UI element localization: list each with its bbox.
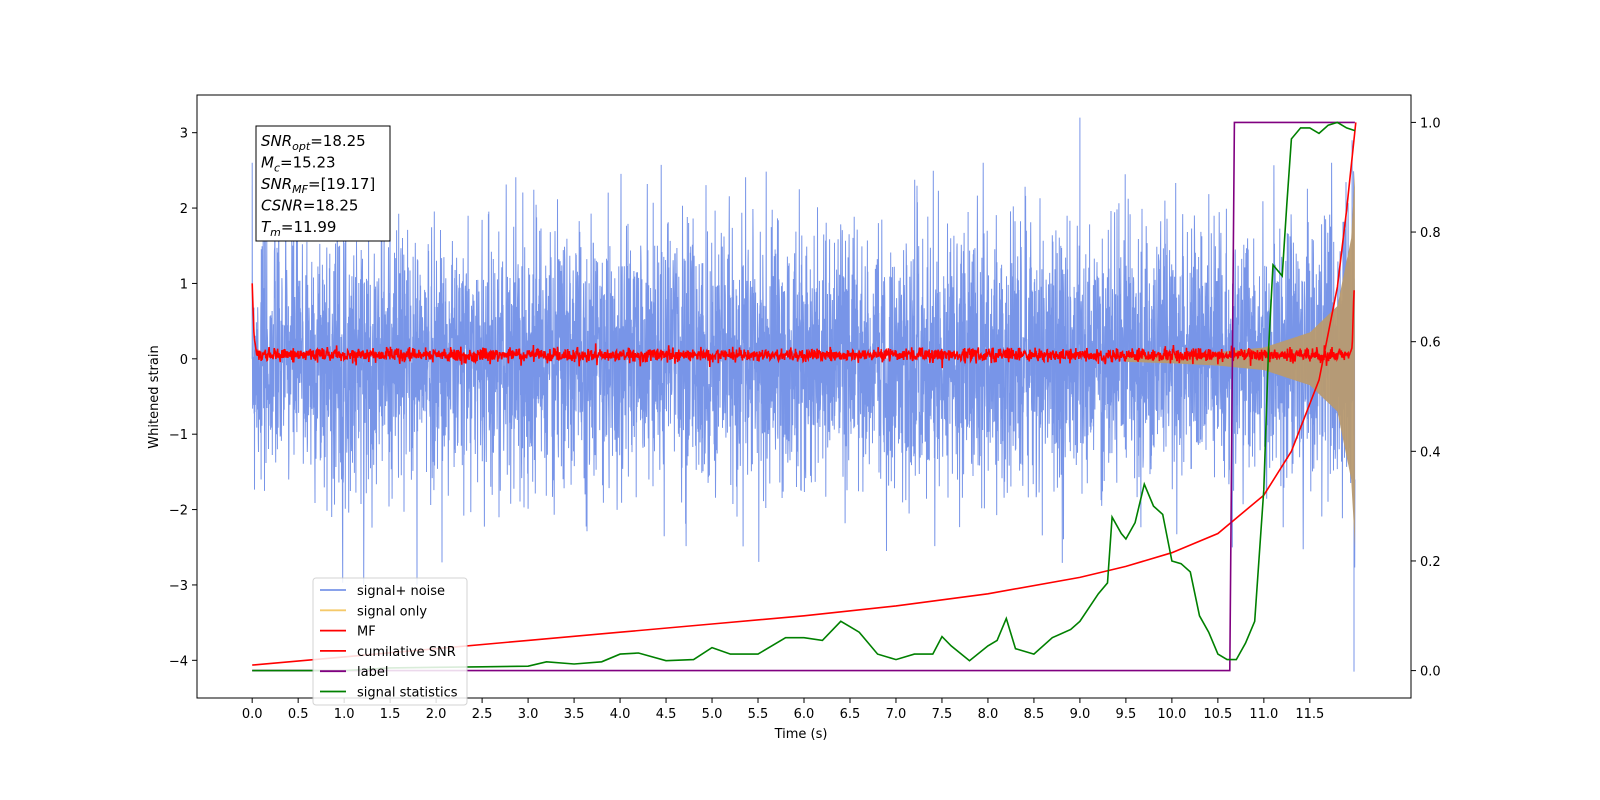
y-tick-label: 3 (180, 127, 188, 142)
annotation-symbol: SNR (261, 132, 292, 150)
y2-tick-label: 1.0 (1420, 116, 1441, 131)
legend-frame (312, 577, 468, 706)
x-tick-label: 2.0 (426, 707, 447, 722)
series-signal-only-area (1125, 170, 1355, 548)
y-axis-label: Whitened strain (147, 345, 162, 448)
annotation-value: =18.25 (303, 197, 359, 215)
y-tick-label: 1 (180, 277, 188, 292)
x-axis: 0.0 0.5 1.0 1.5 2.0 2.5 3.0 3.5 4.0 4.5 5.0 5.5 6.0 6… (242, 698, 1324, 722)
y-axis-left: 3 2 1 0 −1 −2 −3 −4 (169, 127, 197, 669)
annotation-value: =11.99 (281, 218, 337, 236)
y-tick-label: −2 (169, 504, 188, 519)
y2-tick-label: 0.4 (1420, 445, 1441, 460)
annotation-line: Mc=15.23 (261, 154, 336, 175)
annotation-line: CSNR=18.25 (261, 197, 358, 215)
y-tick-label: −3 (169, 579, 188, 594)
x-tick-label: 8.0 (978, 707, 999, 722)
annotation-symbol: M (261, 154, 274, 172)
x-tick-label: 7.5 (932, 707, 953, 722)
x-tick-label: 3.0 (518, 707, 539, 722)
annotation-value: =[19.17] (308, 175, 375, 193)
x-tick-label: 10.0 (1157, 707, 1186, 722)
x-tick-label: 9.0 (1070, 707, 1091, 722)
legend-entry-label: label (357, 665, 388, 680)
x-tick-label: 3.5 (564, 707, 585, 722)
y-tick-label: −1 (169, 428, 188, 443)
x-tick-label: 1.5 (380, 707, 401, 722)
x-tick-label: 0.5 (288, 707, 309, 722)
y-axis-right: 1.0 0.8 0.6 0.4 0.2 0.0 (1411, 116, 1441, 680)
annotation-subscript: m (270, 226, 281, 239)
annotation-symbol: T (261, 218, 272, 236)
y-tick-label: −4 (169, 654, 188, 669)
annotation-line: SNRMF=[19.17] (261, 175, 375, 196)
stats-annotation-box: SNRopt=18.25Mc=15.23SNRMF=[19.17]CSNR=18… (255, 125, 391, 242)
x-tick-label: 11.5 (1295, 707, 1324, 722)
x-tick-label: 11.0 (1249, 707, 1278, 722)
y2-tick-label: 0.8 (1420, 226, 1441, 241)
x-tick-label: 2.5 (472, 707, 493, 722)
annotation-line: Tm=11.99 (261, 218, 336, 239)
x-tick-label: 4.0 (610, 707, 631, 722)
x-tick-label: 1.0 (334, 707, 355, 722)
y-tick-label: 0 (180, 353, 188, 368)
y-tick-label: 2 (180, 202, 188, 217)
legend: signal+ noise signal only MF cumilative SNR… (312, 577, 468, 706)
annotation-value: =18.25 (310, 132, 366, 150)
annotation-subscript: opt (292, 140, 311, 153)
series-mf-line (251, 283, 1355, 369)
legend-entry-label: signal+ noise (357, 584, 445, 599)
x-tick-label: 4.5 (656, 707, 677, 722)
annotation-value: =15.23 (280, 154, 336, 172)
plot-area (251, 117, 1357, 672)
annotation-symbol: CSNR (261, 197, 303, 215)
x-tick-label: 6.5 (840, 707, 861, 722)
series-cumulative-snr-line (252, 122, 1357, 666)
legend-entry-label: MF (357, 625, 376, 640)
series-label-line (252, 121, 1355, 672)
legend-entry-label: cumilative SNR (357, 645, 456, 660)
legend-entry-label: signal only (357, 604, 427, 619)
y2-tick-label: 0.0 (1420, 665, 1441, 680)
annotation-subscript: MF (292, 183, 308, 196)
x-tick-label: 6.0 (794, 707, 815, 722)
annotation-frame (255, 125, 391, 242)
series-signal-statistics-line (252, 121, 1356, 672)
x-tick-label: 9.5 (1116, 707, 1137, 722)
x-tick-label: 5.5 (748, 707, 769, 722)
y2-tick-label: 0.2 (1420, 555, 1441, 570)
y2-tick-label: 0.6 (1420, 336, 1441, 351)
series-signal-noise-line (251, 117, 1356, 672)
x-axis-label: Time (s) (774, 727, 828, 742)
x-tick-label: 0.0 (242, 707, 263, 722)
annotation-symbol: SNR (261, 175, 292, 193)
annotation-subscript: c (274, 162, 280, 175)
legend-entry-label: signal statistics (357, 686, 458, 701)
x-tick-label: 5.0 (702, 707, 723, 722)
annotation-line: SNRopt=18.25 (261, 132, 366, 153)
x-tick-label: 8.5 (1024, 707, 1045, 722)
x-tick-label: 10.5 (1203, 707, 1232, 722)
x-tick-label: 7.0 (886, 707, 907, 722)
